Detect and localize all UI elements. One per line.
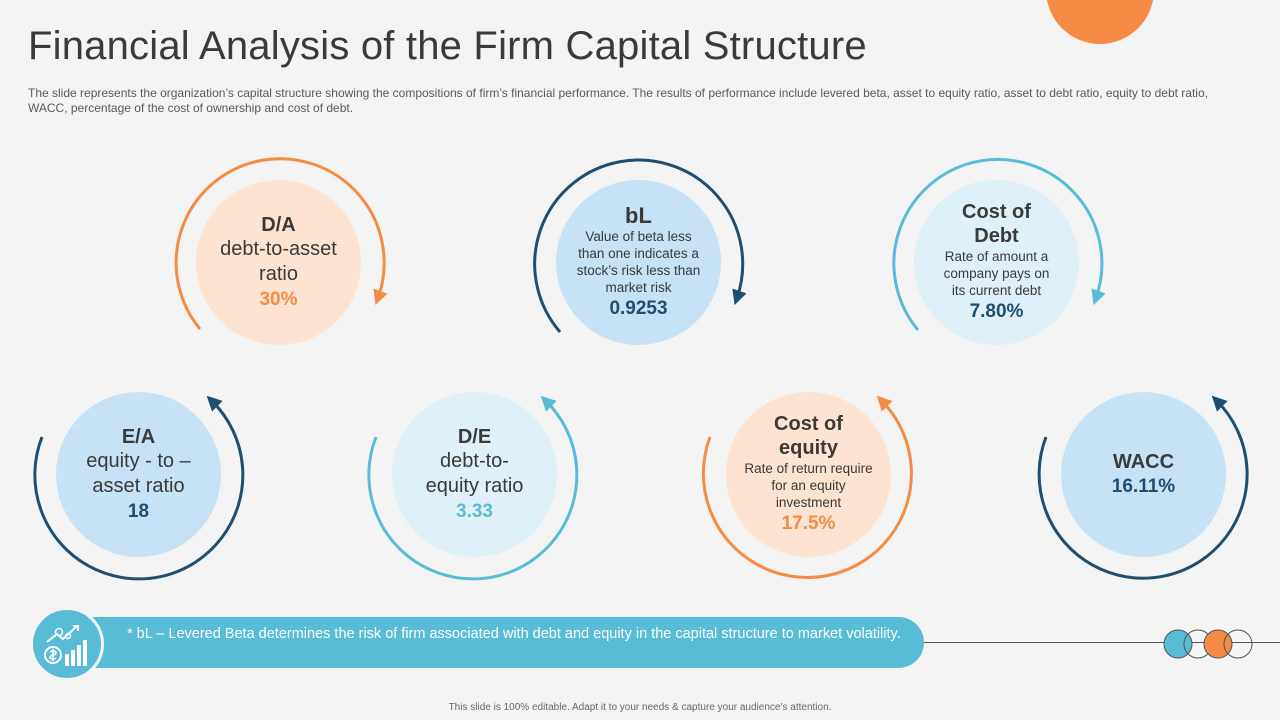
metric-de-label: D/E (457, 425, 492, 448)
footer-note: This slide is 100% editable. Adapt it to… (448, 702, 832, 713)
metric-cod: Cost of Debt Rate of amount a company pa… (914, 180, 1079, 345)
metric-coe: Cost of equity Rate of return require fo… (726, 392, 891, 557)
page-subtitle: The slide represents the organization’s … (28, 86, 1208, 115)
metric-de: D/E debt-to-equity ratio 3.33 (392, 392, 557, 557)
metric-wacc-value: 16.11% (1111, 475, 1176, 497)
arc-coe (701, 395, 913, 579)
metric-ea-value: 18 (127, 500, 150, 522)
metric-bl-value: 0.9253 (609, 297, 668, 319)
metric-cod-label: Cost of Debt (962, 201, 1031, 247)
metric-bl-label: bL (625, 202, 652, 228)
metric-bl-desc: Value of beta less than one indicates a … (576, 228, 701, 295)
note-banner (64, 617, 924, 668)
metric-coe-label: Cost of equity (774, 413, 843, 459)
metric-ea-label: E/A (121, 425, 156, 448)
metric-ea: E/A equity - to – asset ratio 18 (56, 392, 221, 557)
growth-chart-icon (30, 607, 104, 681)
metric-ea-sub: equity - to – asset ratio (86, 449, 191, 497)
metric-coe-desc: Rate of return require for an equity inv… (744, 461, 873, 510)
metric-da-value: 30% (259, 288, 298, 310)
metric-de-sub: debt-to-equity ratio (425, 449, 524, 497)
arc-da (174, 157, 388, 330)
note-banner-text: * bL – Levered Beta determines the risk … (127, 626, 901, 642)
metric-bl: bL Value of beta less than one indicates… (556, 180, 721, 345)
metric-da: D/A debt-to-asset ratio 30% (196, 180, 361, 345)
metric-wacc-label: WACC (1112, 450, 1175, 473)
metric-de-value: 3.33 (456, 500, 493, 522)
divider-line (920, 642, 1280, 643)
arc-bl (533, 158, 747, 333)
overlapping-rings-icon (1163, 629, 1253, 659)
page-title: Financial Analysis of the Firm Capital S… (28, 24, 867, 68)
arc-de (367, 395, 579, 581)
metric-da-label: D/A (261, 213, 296, 236)
arc-cod (892, 157, 1106, 331)
metric-wacc: WACC 16.11% (1061, 392, 1226, 557)
arc-wacc (1037, 395, 1249, 580)
metric-cod-value: 7.80% (969, 301, 1024, 322)
metric-cod-desc: Rate of amount a company pays on its cur… (943, 249, 1050, 298)
metric-da-sub: debt-to-asset ratio (220, 237, 337, 285)
arc-ea (33, 395, 245, 581)
metric-coe-value: 17.5% (781, 513, 836, 534)
